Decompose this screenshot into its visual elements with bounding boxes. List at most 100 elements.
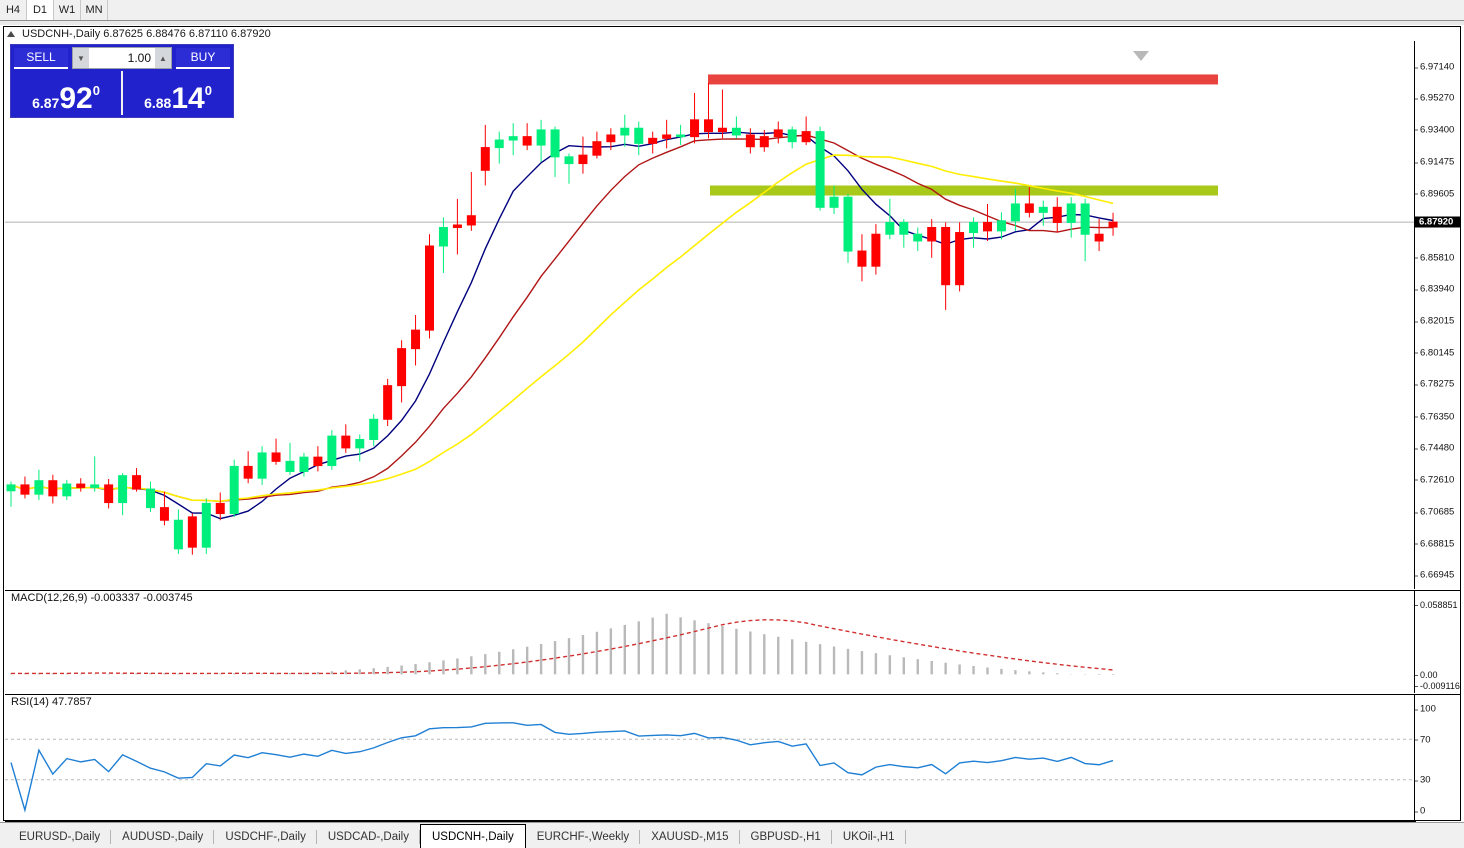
candle <box>662 119 672 149</box>
candle <box>620 114 630 147</box>
candle <box>118 473 128 516</box>
timeframe-w1[interactable]: W1 <box>54 0 81 20</box>
candle <box>564 153 574 184</box>
ma-slow-line <box>10 154 1114 503</box>
sell-button[interactable]: SELL <box>14 47 68 69</box>
tab-xauusd-m15[interactable]: XAUUSD-,M15 <box>640 826 740 848</box>
price-scale[interactable]: 6.97140 6.95270 6.93400 6.91475 6.89605 6.879… <box>1414 41 1461 589</box>
candle <box>1024 187 1034 218</box>
price-tick: 6.82015 <box>1415 316 1461 327</box>
timeframe-d1[interactable]: D1 <box>27 0 54 20</box>
candle <box>536 119 546 162</box>
candle <box>885 198 895 240</box>
candle <box>369 414 379 447</box>
macd-scale-tick: 0.00 <box>1415 670 1461 680</box>
price-chart-canvas <box>5 51 1416 555</box>
tab-audusd-daily[interactable]: AUDUSD-,Daily <box>111 826 215 848</box>
candle <box>801 116 811 146</box>
candle <box>731 116 741 139</box>
rsi-series-line <box>10 722 1114 813</box>
candle <box>271 438 281 465</box>
macd-pane[interactable]: MACD(12,26,9) -0.003337 -0.003745 <box>5 590 1416 693</box>
chart-top-marker-icon <box>1133 51 1149 61</box>
candle <box>201 498 211 554</box>
bid-price[interactable]: 6.87 92 0 <box>11 71 121 115</box>
volume-decrement-icon[interactable]: ▼ <box>73 48 89 68</box>
tab-usdcnh-daily[interactable]: USDCNH-,Daily <box>419 824 526 848</box>
candle <box>466 171 476 231</box>
candle <box>341 424 351 453</box>
macd-scale-tick: -0.009116 <box>1415 681 1461 691</box>
price-tick: 6.74480 <box>1415 443 1461 454</box>
price-tick: 6.66945 <box>1415 570 1461 581</box>
candle <box>578 136 588 174</box>
candle <box>550 126 560 178</box>
candle <box>397 340 407 403</box>
candle <box>927 219 937 258</box>
buy-button[interactable]: BUY <box>176 47 230 69</box>
price-pane[interactable] <box>5 41 1416 589</box>
candle <box>913 227 923 252</box>
candle <box>829 185 839 215</box>
candle <box>452 198 462 255</box>
candle <box>606 128 616 151</box>
tab-gbpusd-h1[interactable]: GBPUSD-,H1 <box>740 826 833 848</box>
candle <box>899 219 909 248</box>
candle <box>76 478 86 492</box>
macd-canvas <box>9 613 1115 675</box>
candle <box>941 222 951 310</box>
window-scroll-strip[interactable] <box>0 21 1464 25</box>
chart-title-bar: USDCNH-,Daily 6.87625 6.88476 6.87110 6.… <box>4 27 1460 41</box>
volume-input[interactable]: 1.00 <box>89 48 155 68</box>
macd-signal-line <box>11 619 1114 675</box>
candle <box>648 131 658 154</box>
rsi-pane[interactable]: RSI(14) 47.7857 <box>5 694 1416 820</box>
price-tick: 6.97140 <box>1415 62 1461 73</box>
ask-price[interactable]: 6.88 14 0 <box>121 71 233 115</box>
candle <box>759 129 769 152</box>
candle <box>438 217 448 273</box>
tab-usdchf-daily[interactable]: USDCHF-,Daily <box>214 826 317 848</box>
oct-controls-row: SELL ▼ 1.00 ▲ BUY <box>11 45 233 71</box>
candle <box>243 451 253 484</box>
rsi-scale-tick: 70 <box>1415 734 1461 745</box>
candle <box>62 479 72 501</box>
candle <box>285 442 295 475</box>
macd-scale[interactable]: 0.058851 0.00 -0.009116 <box>1414 590 1460 693</box>
candle <box>815 126 825 211</box>
tab-usdcad-daily[interactable]: USDCAD-,Daily <box>317 826 421 848</box>
price-tick: 6.80145 <box>1415 347 1461 358</box>
candle <box>173 509 183 554</box>
candle <box>355 434 365 462</box>
volume-stepper[interactable]: ▼ 1.00 ▲ <box>72 47 172 69</box>
one-click-trading-panel[interactable]: SELL ▼ 1.00 ▲ BUY 6.87 92 0 6.88 14 0 <box>10 44 234 118</box>
timeframe-mn[interactable]: MN <box>81 0 108 20</box>
candle <box>634 121 644 156</box>
rsi-scale-tick: 100 <box>1415 704 1461 715</box>
tab-eurusd-daily[interactable]: EURUSD-,Daily <box>8 826 112 848</box>
volume-increment-icon[interactable]: ▲ <box>155 48 171 68</box>
price-tick: 6.68815 <box>1415 538 1461 549</box>
candle <box>48 474 58 504</box>
macd-scale-tick: 0.058851 <box>1415 600 1461 610</box>
candle <box>480 124 490 186</box>
candle <box>690 92 700 144</box>
candle <box>299 452 309 477</box>
candle <box>996 212 1006 240</box>
collapse-triangle-icon[interactable] <box>7 31 15 37</box>
tab-ukoil-h1[interactable]: UKOil-,H1 <box>832 826 906 848</box>
rsi-scale[interactable]: 100 70 30 0 <box>1414 694 1460 820</box>
candle <box>313 446 323 472</box>
chart-title-text: USDCNH-,Daily 6.87625 6.88476 6.87110 6.… <box>22 28 271 40</box>
candle <box>257 446 267 485</box>
candle <box>132 468 142 492</box>
price-tick: 6.83940 <box>1415 284 1461 295</box>
current-price-tag: 6.87920 <box>1415 216 1461 228</box>
ask-price-fraction: 0 <box>204 83 212 98</box>
candle <box>229 459 239 517</box>
price-tick: 6.72610 <box>1415 474 1461 485</box>
timeframe-h4[interactable]: H4 <box>0 0 27 20</box>
tab-eurchf-weekly[interactable]: EURCHF-,Weekly <box>526 826 641 848</box>
candle <box>1038 200 1048 226</box>
